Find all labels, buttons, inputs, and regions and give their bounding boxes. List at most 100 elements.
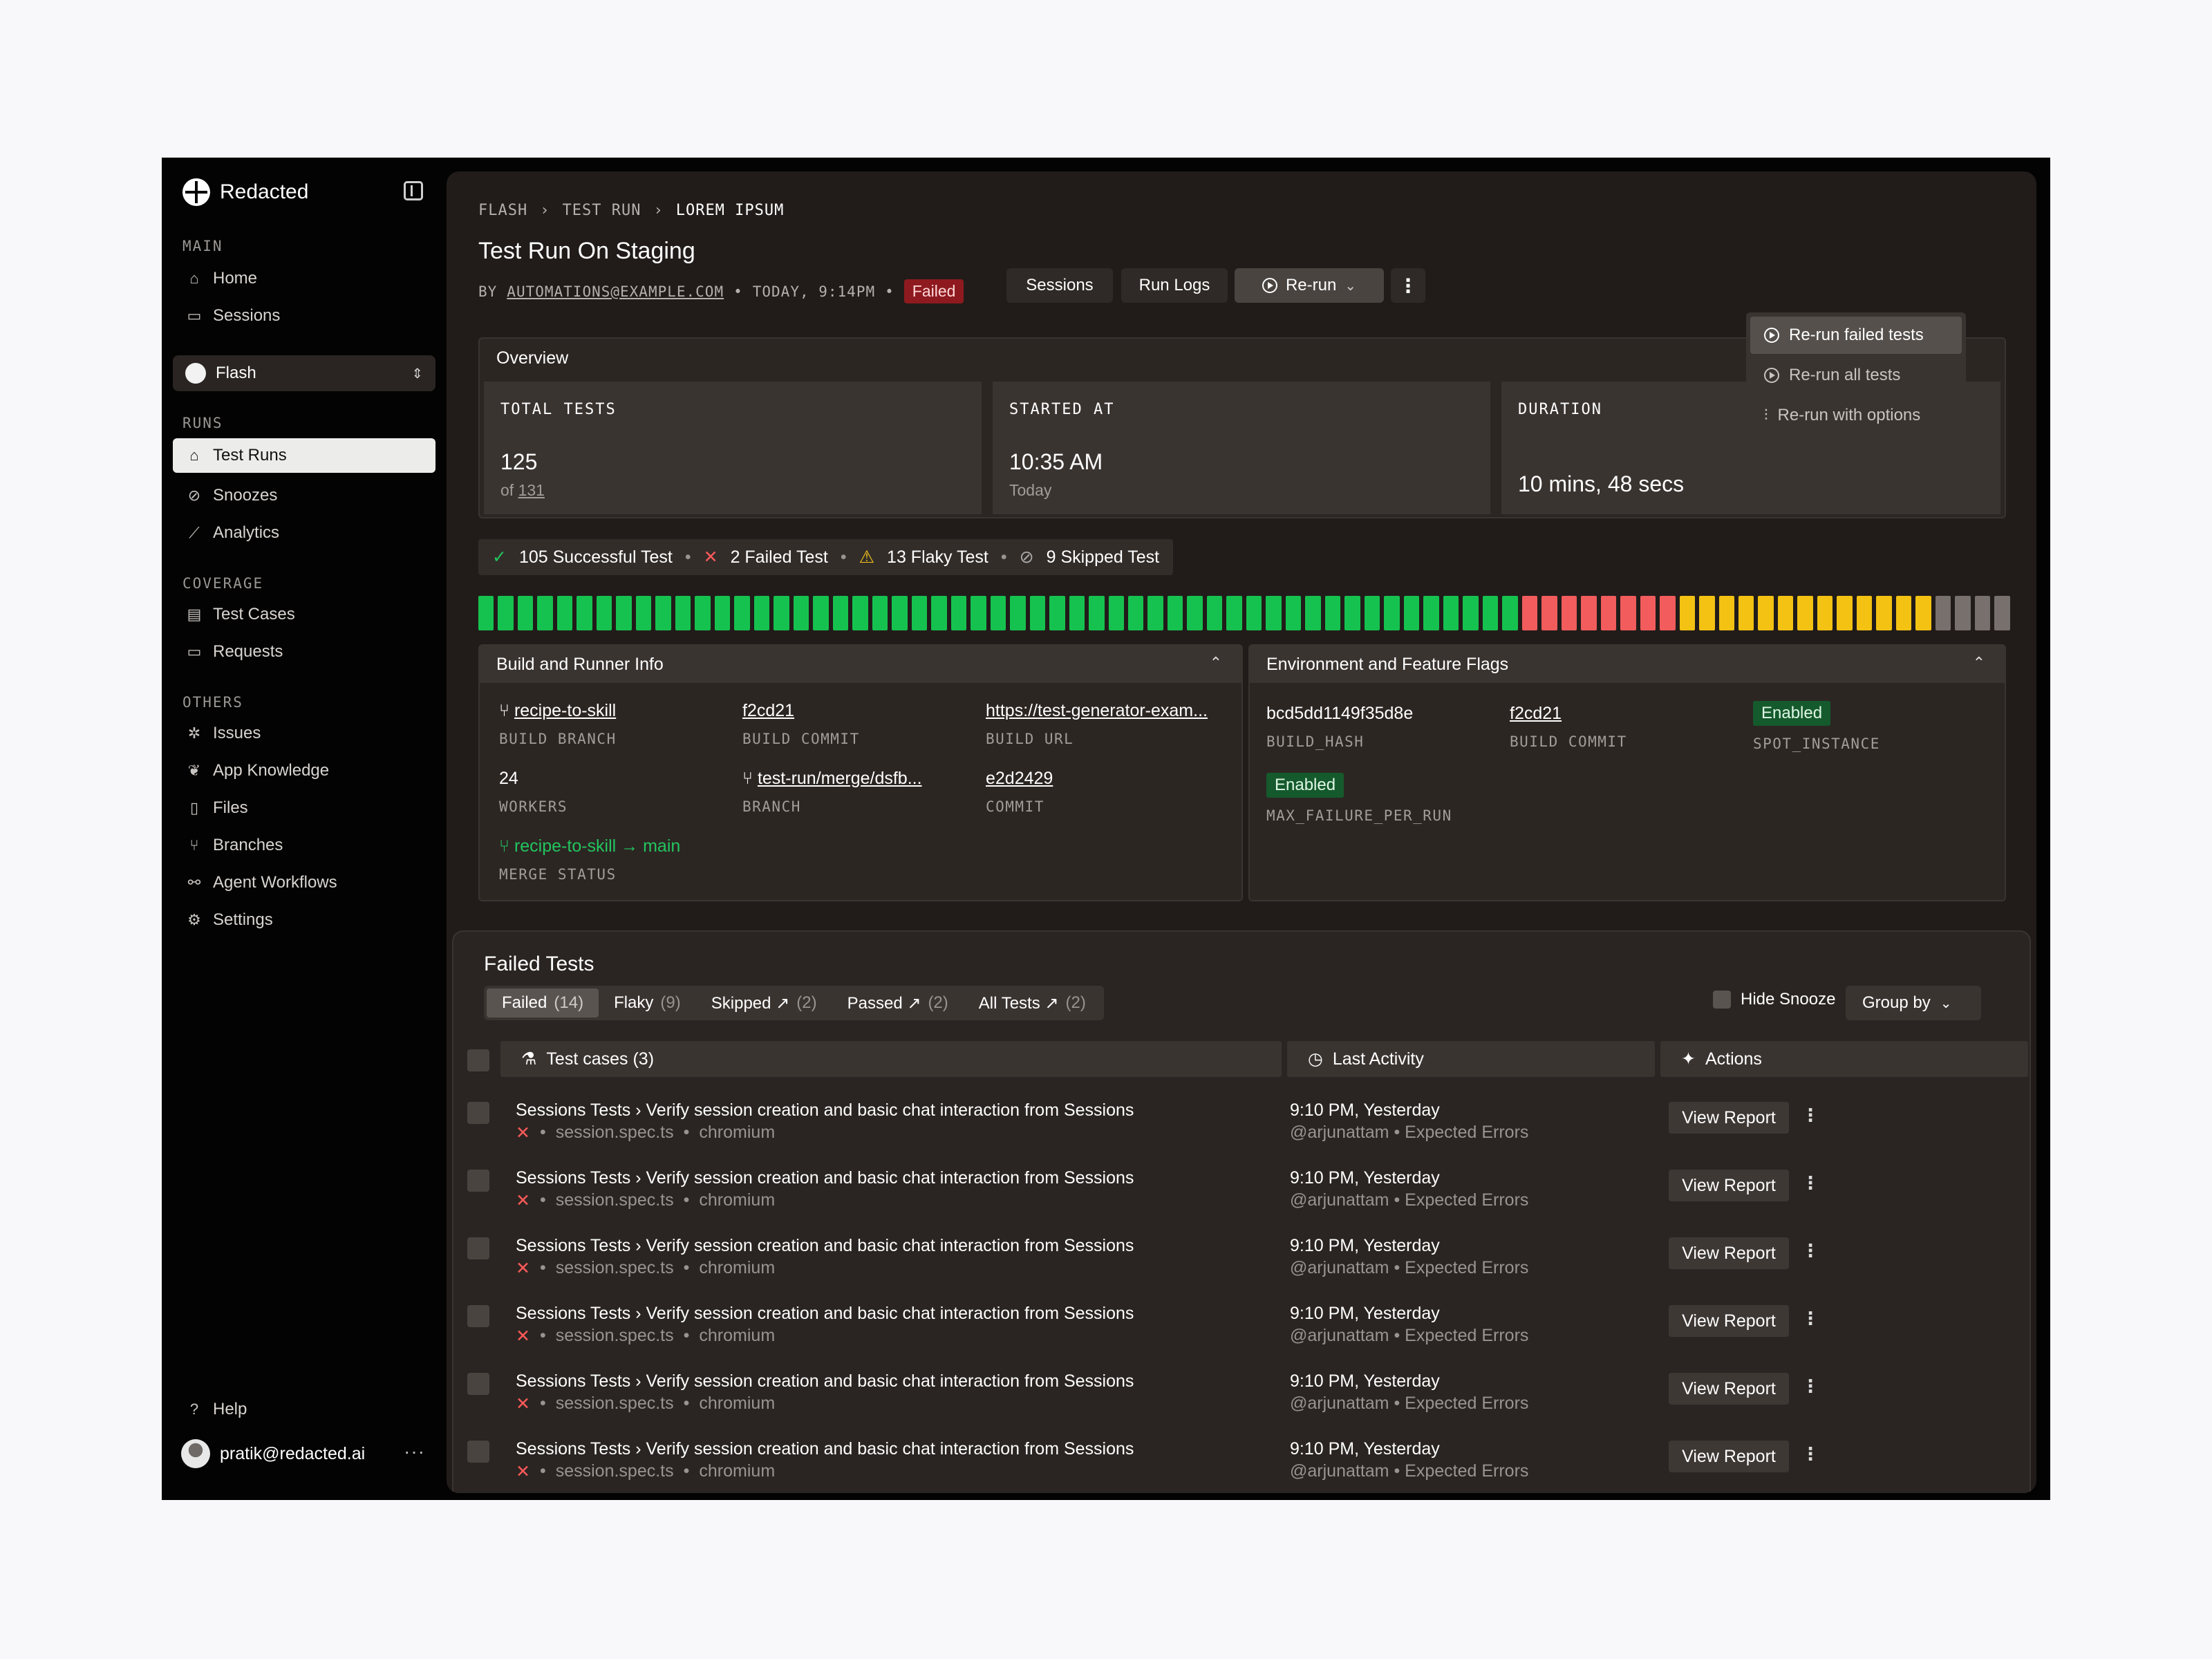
author-email-link[interactable]: AUTOMATIONS@EXAMPLE.COM [507, 283, 724, 300]
build-branch-link[interactable]: recipe-to-skill [514, 701, 617, 720]
more-vertical-icon[interactable]: ⋮ [1801, 1308, 1819, 1329]
result-bar-skipped [1955, 596, 1971, 630]
more-horizontal-icon[interactable]: ··· [404, 1441, 425, 1462]
hide-snooze-toggle[interactable]: Hide Snooze [1713, 990, 1835, 1009]
build-url-link[interactable]: https://test-generator-exam... [986, 701, 1208, 720]
sidebar-collapse-icon[interactable] [404, 181, 423, 200]
activity-note: Expected Errors [1405, 1394, 1529, 1413]
row-checkbox[interactable] [467, 1170, 489, 1192]
table-row[interactable]: Sessions Tests › Verify session creation… [453, 1229, 2030, 1297]
field-value[interactable]: ⑂ recipe-to-skill [499, 701, 720, 721]
table-row[interactable]: Sessions Tests › Verify session creation… [453, 1161, 2030, 1229]
table-row[interactable]: Sessions Tests › Verify session creation… [453, 1365, 2030, 1432]
more-vertical-icon[interactable]: ⋮ [1801, 1172, 1819, 1193]
view-report-button[interactable]: View Report [1669, 1237, 1789, 1269]
env-build-commit-link[interactable]: f2cd21 [1510, 704, 1562, 723]
test-title[interactable]: Sessions Tests › Verify session creation… [516, 1304, 1134, 1323]
more-vertical-icon[interactable]: ⋮ [1801, 1443, 1819, 1464]
sidebar-item-sessions[interactable]: ▭ Sessions [173, 299, 435, 333]
panel-header[interactable]: Build and Runner Info ⌃ [480, 646, 1241, 683]
panel-title: Environment and Feature Flags [1266, 654, 1509, 674]
page-title: Test Run On Staging [478, 238, 695, 264]
activity-note: Expected Errors [1405, 1461, 1529, 1481]
select-all-checkbox[interactable] [467, 1049, 489, 1071]
build-commit-link[interactable]: f2cd21 [742, 701, 795, 720]
sidebar-item-help[interactable]: ? Help [173, 1392, 435, 1427]
view-report-button[interactable]: View Report [1669, 1373, 1789, 1405]
breadcrumb-item-flash[interactable]: FLASH [478, 202, 528, 219]
sidebar-item-test-runs[interactable]: ⌂ Test Runs [173, 438, 435, 473]
tab-flaky[interactable]: Flaky (9) [599, 988, 696, 1018]
group-by-dropdown[interactable]: Group by ⌄ [1846, 986, 1981, 1020]
commit-link[interactable]: e2d2429 [986, 769, 1053, 788]
rerun-button[interactable]: Re-run ⌄ [1235, 268, 1384, 303]
result-bar-skipped [1935, 596, 1951, 630]
view-report-button[interactable]: View Report [1669, 1170, 1789, 1201]
user-account[interactable]: pratik@redacted.ai [181, 1439, 365, 1468]
row-checkbox[interactable] [467, 1373, 489, 1395]
result-bar-passed [1266, 596, 1282, 630]
test-title[interactable]: Sessions Tests › Verify session creation… [516, 1236, 1134, 1255]
chevron-down-icon: ⌄ [1940, 995, 1952, 1011]
row-checkbox[interactable] [467, 1441, 489, 1463]
sidebar-item-home[interactable]: ⌂ Home [173, 261, 435, 296]
sidebar-item-requests[interactable]: ▭ Requests [173, 635, 435, 669]
sidebar-item-test-cases[interactable]: ▤ Test Cases [173, 597, 435, 632]
failed-tests-section: Failed Tests Failed (14) Flaky (9) Skipped… [452, 930, 2031, 1493]
view-report-button[interactable]: View Report [1669, 1102, 1789, 1134]
sidebar-item-agent-workflows[interactable]: ⚯ Agent Workflows [173, 865, 435, 900]
field-value[interactable]: ⑂ test-run/merge/dsfb... [742, 769, 964, 789]
tab-failed[interactable]: Failed (14) [487, 988, 599, 1018]
test-title[interactable]: Sessions Tests › Verify session creation… [516, 1371, 1134, 1391]
result-bar-passed [1187, 596, 1203, 630]
sidebar-item-app-knowledge[interactable]: ❦ App Knowledge [173, 753, 435, 788]
view-report-button[interactable]: View Report [1669, 1305, 1789, 1337]
sidebar-item-label: Analytics [213, 523, 280, 542]
result-bar-flaky [1718, 596, 1734, 630]
failed-x-icon: ✕ [516, 1327, 530, 1346]
column-header-cases[interactable]: ⚗ Test cases (3) [500, 1041, 1282, 1077]
more-vertical-icon[interactable]: ⋮ [1801, 1376, 1819, 1396]
panel-header[interactable]: Environment and Feature Flags ⌃ [1250, 646, 2005, 683]
sessions-button[interactable]: Sessions [1006, 268, 1113, 303]
hide-snooze-checkbox[interactable] [1713, 991, 1731, 1009]
row-checkbox[interactable] [467, 1237, 489, 1259]
sidebar-item-analytics[interactable]: ⟋ Analytics [173, 516, 435, 550]
view-report-button[interactable]: View Report [1669, 1441, 1789, 1472]
test-browser: chromium [699, 1326, 776, 1345]
tab-all-tests[interactable]: All Tests ↗ (2) [964, 988, 1101, 1018]
total-max-link[interactable]: 131 [518, 481, 545, 499]
sidebar-item-snoozes[interactable]: ⊘ Snoozes [173, 478, 435, 513]
test-title[interactable]: Sessions Tests › Verify session creation… [516, 1100, 1134, 1120]
more-vertical-icon[interactable]: ⋮ [1801, 1105, 1819, 1125]
tab-passed[interactable]: Passed ↗ (2) [832, 988, 964, 1018]
field-branch: ⑂ test-run/merge/dsfb... BRANCH [742, 769, 964, 815]
chevron-updown-icon: ⇕ [411, 366, 423, 382]
run-time: TODAY, 9:14PM [752, 283, 876, 300]
failed-x-icon: ✕ [516, 1123, 530, 1143]
branch-link[interactable]: test-run/merge/dsfb... [757, 769, 922, 788]
more-vertical-icon[interactable]: ⋮ [1801, 1240, 1819, 1261]
more-vertical-icon[interactable]: ⋮ [1391, 268, 1425, 303]
sidebar-item-settings[interactable]: ⚙ Settings [173, 903, 435, 937]
sidebar-item-branches[interactable]: ⑂ Branches [173, 828, 435, 863]
menu-item-rerun-all[interactable]: Re-run all tests [1750, 357, 1962, 394]
sidebar-item-issues[interactable]: ✲ Issues [173, 716, 435, 751]
breadcrumb-item-test-run[interactable]: TEST RUN [562, 202, 641, 219]
column-header-activity[interactable]: ◷ Last Activity [1287, 1041, 1655, 1077]
sidebar-item-files[interactable]: ▯ Files [173, 791, 435, 825]
menu-item-rerun-options[interactable]: ⫶ Re-run with options [1750, 397, 1962, 434]
row-checkbox[interactable] [467, 1305, 489, 1327]
project-selector[interactable]: Flash ⇕ [173, 355, 435, 391]
table-row[interactable]: Sessions Tests › Verify session creation… [453, 1432, 2030, 1493]
table-row[interactable]: Sessions Tests › Verify session creation… [453, 1297, 2030, 1365]
tab-skipped[interactable]: Skipped ↗ (2) [696, 988, 832, 1018]
run-logs-button[interactable]: Run Logs [1121, 268, 1228, 303]
table-row[interactable]: Sessions Tests › Verify session creation… [453, 1094, 2030, 1161]
row-checkbox[interactable] [467, 1102, 489, 1124]
test-title[interactable]: Sessions Tests › Verify session creation… [516, 1439, 1134, 1459]
field-label: WORKERS [499, 798, 568, 815]
test-title[interactable]: Sessions Tests › Verify session creation… [516, 1168, 1134, 1188]
menu-item-rerun-failed[interactable]: Re-run failed tests [1750, 317, 1962, 354]
brand[interactable]: Redacted [182, 177, 308, 207]
